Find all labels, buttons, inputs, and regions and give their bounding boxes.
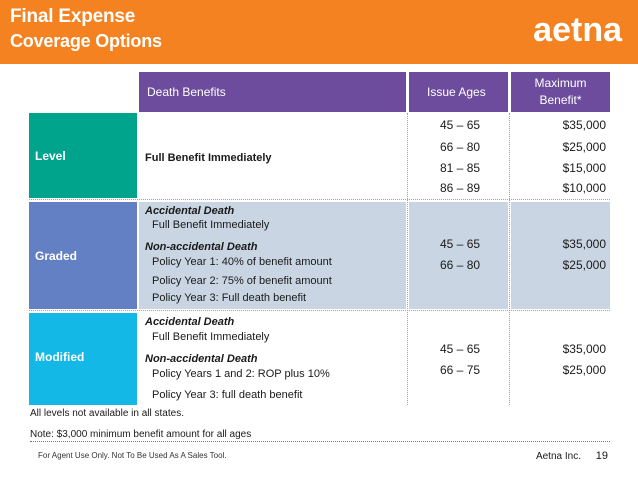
header-banner: Final Expense Coverage Options aetna (0, 0, 638, 64)
level-age-1: 45 – 65 (440, 118, 481, 132)
graded-max-cell (511, 202, 610, 309)
row-label-modified-text: Modified (35, 350, 85, 364)
graded-accidental-heading: Accidental Death (145, 205, 235, 217)
graded-accidental-detail: Full Benefit Immediately (152, 219, 270, 231)
column-divider (407, 113, 408, 405)
modified-policy-line-2: Policy Year 3: full death benefit (152, 389, 303, 401)
header-max-benefit-line1: Maximum (534, 76, 587, 90)
column-divider (509, 113, 510, 405)
header-death-benefits: Death Benefits (139, 72, 406, 112)
graded-nonaccidental-heading: Non-accidental Death (145, 241, 258, 253)
row-divider (29, 199, 610, 201)
graded-policy-line-3: Policy Year 3: Full death benefit (152, 292, 307, 304)
row-divider (29, 310, 610, 312)
row-label-graded-text: Graded (35, 249, 78, 263)
modified-age-2: 66 – 75 (440, 363, 481, 377)
footer-divider (30, 441, 610, 442)
row-label-graded: Graded (29, 202, 137, 309)
graded-benefit-cell (139, 202, 406, 309)
modified-accidental-detail: Full Benefit Immediately (152, 331, 270, 343)
row-label-modified: Modified (29, 313, 137, 405)
graded-age-2: 66 – 80 (440, 258, 481, 272)
footer-right: Aetna Inc. 19 (536, 450, 608, 462)
modified-accidental-heading: Accidental Death (145, 316, 235, 328)
footer-company: Aetna Inc. (535, 451, 581, 462)
slide-title-line2: Coverage Options (10, 31, 162, 51)
graded-max-2: $25,000 (562, 258, 606, 272)
footer-disclaimer: For Agent Use Only. Not To Be Used As A … (38, 451, 227, 460)
graded-age-1: 45 – 65 (440, 237, 481, 251)
aetna-logo: aetna (533, 11, 622, 49)
modified-age-1: 45 – 65 (440, 342, 481, 356)
header-max-benefit-line2: Benefit* (539, 93, 582, 107)
level-max-3: $15,000 (562, 161, 606, 175)
slide-title-line1: Final Expense (10, 6, 136, 27)
graded-ages-cell (409, 202, 508, 309)
header-issue-ages-label: Issue Ages (427, 85, 486, 99)
level-age-2: 66 – 80 (440, 140, 481, 154)
row-label-level-text: Level (35, 149, 66, 163)
level-max-4: $10,000 (562, 181, 606, 195)
graded-policy-line-2: Policy Year 2: 75% of benefit amount (152, 275, 332, 287)
level-age-3: 81 – 85 (440, 161, 481, 175)
page-number: 19 (595, 450, 608, 462)
header-issue-ages: Issue Ages (409, 72, 508, 112)
minimum-benefit-note: Note: $3,000 minimum benefit amount for … (30, 429, 252, 440)
header-death-benefits-label: Death Benefits (147, 85, 226, 99)
graded-policy-line-1: Policy Year 1: 40% of benefit amount (152, 256, 332, 268)
level-age-4: 86 – 89 (440, 181, 481, 195)
header-max-benefit: Maximum Benefit* (511, 72, 610, 112)
modified-policy-line-1: Policy Years 1 and 2: ROP plus 10% (152, 368, 330, 380)
modified-max-2: $25,000 (562, 363, 606, 377)
level-max-1: $35,000 (562, 118, 606, 132)
modified-nonaccidental-heading: Non-accidental Death (145, 353, 258, 365)
graded-max-1: $35,000 (562, 237, 606, 251)
row-label-level: Level (29, 113, 137, 198)
level-max-2: $25,000 (562, 140, 606, 154)
modified-max-1: $35,000 (562, 342, 606, 356)
level-benefit: Full Benefit Immediately (145, 152, 272, 164)
availability-note: All levels not available in all states. (30, 408, 184, 419)
